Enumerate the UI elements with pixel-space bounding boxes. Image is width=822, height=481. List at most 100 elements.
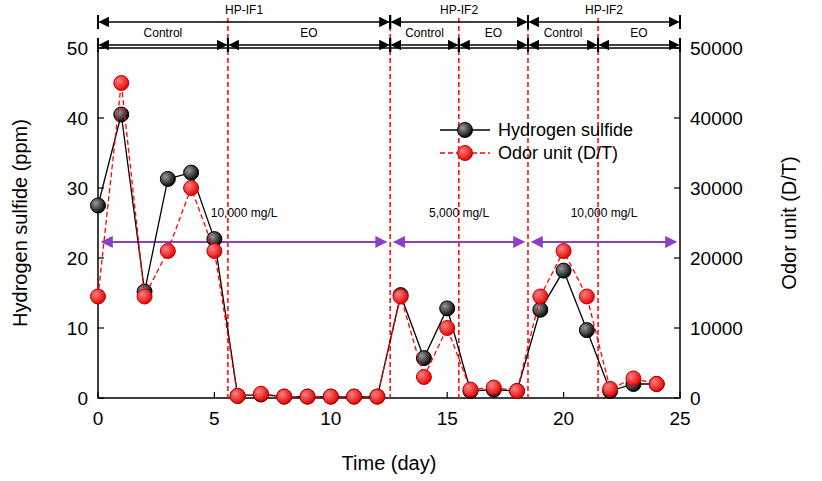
treatment-end — [97, 38, 99, 52]
x-tick — [563, 392, 564, 398]
y-tick-label: 30 — [67, 178, 88, 199]
plot-area — [91, 76, 665, 405]
data-point — [277, 389, 292, 404]
data-point — [556, 263, 571, 278]
treatment-label: EO — [630, 26, 647, 40]
reactor-end — [679, 15, 681, 29]
data-point — [300, 389, 315, 404]
y-tick-label: 10 — [67, 318, 88, 339]
data-point — [486, 380, 501, 395]
data-point — [300, 389, 315, 404]
treatment-arrow — [600, 44, 679, 46]
series-line — [98, 115, 657, 397]
treatment-label: Control — [405, 26, 444, 40]
x-tick-label: 25 — [669, 408, 690, 429]
treatment-label: Control — [544, 26, 583, 40]
dosage-arrow — [394, 241, 524, 243]
reactor-end — [527, 15, 529, 29]
x-tick-label: 5 — [209, 408, 220, 429]
data-point — [207, 244, 222, 259]
data-point — [579, 289, 594, 304]
dosage-label: 5,000 mg/L — [429, 206, 489, 220]
y2-axis-label: Odor unit (D/T) — [778, 156, 800, 289]
data-point — [370, 389, 385, 404]
data-point — [91, 198, 106, 213]
data-point — [114, 76, 129, 91]
data-point — [253, 387, 268, 402]
y-tick — [98, 257, 104, 258]
y2-tick — [674, 327, 680, 328]
data-point — [230, 388, 245, 403]
reactor-end — [389, 15, 391, 29]
reactor-label: HP-IF2 — [440, 3, 478, 17]
treatment-label: EO — [300, 26, 317, 40]
data-point — [556, 244, 571, 259]
data-point — [626, 371, 641, 386]
y2-tick-label: 20000 — [690, 248, 743, 269]
data-point — [463, 382, 478, 397]
x-tick — [679, 392, 680, 398]
data-point — [440, 321, 455, 336]
data-point — [533, 289, 548, 304]
treatment-arrow — [392, 44, 458, 46]
y2-tick — [674, 257, 680, 258]
dosage-label: 10,000 mg/L — [211, 206, 278, 220]
y-tick-label: 0 — [77, 388, 88, 409]
legend-marker — [458, 123, 473, 138]
treatment-arrow — [100, 44, 227, 46]
data-point — [323, 389, 338, 404]
reactor-arrow — [392, 21, 527, 23]
y-tick-label: 20 — [67, 248, 88, 269]
x-tick — [214, 392, 215, 398]
x-tick-label: 0 — [93, 408, 104, 429]
data-point — [603, 381, 618, 396]
x-tick-label: 15 — [437, 408, 458, 429]
treatment-arrow — [229, 44, 388, 46]
treatment-label: EO — [485, 26, 502, 40]
dosage-arrow — [102, 241, 386, 243]
y2-tick-label: 30000 — [690, 178, 743, 199]
reactor-end — [389, 15, 391, 29]
y2-tick-label: 50000 — [690, 38, 743, 59]
reactor-arrow — [100, 21, 389, 23]
y-tick — [98, 397, 104, 398]
data-point — [253, 386, 268, 401]
y-tick — [98, 327, 104, 328]
data-point — [184, 181, 199, 196]
treatment-end — [597, 38, 599, 52]
reactor-end — [97, 15, 99, 29]
data-point — [230, 388, 245, 403]
y-axis-label: Hydrogen sulfide (ppm) — [9, 119, 31, 327]
legend-label: Odor unit (D/T) — [498, 143, 618, 163]
treatment-end — [458, 38, 460, 52]
legend-marker — [458, 146, 473, 161]
x-tick — [97, 392, 98, 398]
dosage-label: 10,000 mg/L — [571, 206, 638, 220]
treatment-end — [527, 38, 529, 52]
data-point — [510, 384, 525, 399]
data-point — [347, 389, 362, 404]
data-point — [137, 289, 152, 304]
treatment-end — [527, 38, 529, 52]
data-point — [160, 171, 175, 186]
data-point — [649, 377, 664, 392]
y2-tick — [674, 117, 680, 118]
reactor-end — [527, 15, 529, 29]
reactor-label: HP-IF2 — [585, 3, 623, 17]
treatment-end — [389, 38, 391, 52]
treatment-arrow — [460, 44, 526, 46]
data-point — [347, 389, 362, 404]
treatment-end — [227, 38, 229, 52]
data-point — [114, 107, 129, 122]
legend-label: Hydrogen sulfide — [498, 120, 633, 140]
data-point — [649, 377, 664, 392]
x-tick-label: 20 — [553, 408, 574, 429]
y-tick-label: 50 — [67, 38, 88, 59]
plot-frame — [98, 48, 680, 398]
treatment-end — [458, 38, 460, 52]
treatment-arrow — [529, 44, 596, 46]
y2-tick — [674, 187, 680, 188]
x-axis-label: Time (day) — [342, 452, 437, 474]
data-point — [393, 289, 408, 304]
data-point — [440, 301, 455, 316]
